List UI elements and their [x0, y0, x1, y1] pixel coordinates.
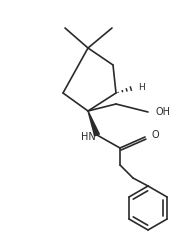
Text: H: H [138, 84, 145, 93]
Text: OH: OH [156, 107, 171, 117]
Text: O: O [152, 130, 160, 140]
Text: HN: HN [81, 132, 96, 142]
Polygon shape [88, 111, 99, 136]
